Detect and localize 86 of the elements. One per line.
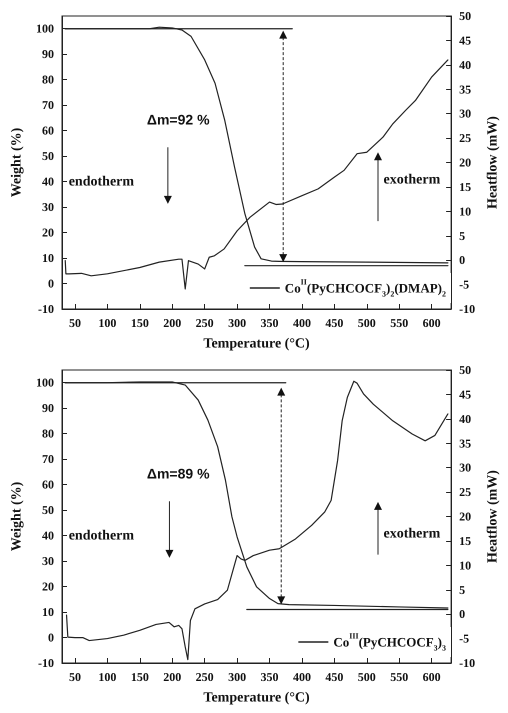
y-tick-label: 60: [42, 478, 54, 492]
x-axis-title: Temperature (°C): [203, 690, 310, 706]
y-tick-label: 100: [36, 22, 54, 36]
y2-tick-label: 30: [459, 106, 472, 121]
y2-tick-label: 35: [459, 82, 472, 96]
y2-tick-label: 15: [459, 534, 472, 548]
x-tick-label: 250: [196, 670, 214, 684]
x-tick-label: 450: [325, 316, 344, 330]
y-tick-label: 0: [48, 276, 54, 291]
y-axis-title: Weight (%): [10, 481, 24, 552]
y2-tick-label: 40: [459, 58, 472, 72]
y2-tick-label: 45: [459, 33, 472, 48]
x-tick-label: 500: [358, 316, 376, 330]
x-tick-label: 400: [292, 670, 311, 684]
y-tick-label: 30: [42, 200, 54, 214]
x-tick-label: 600: [422, 316, 441, 330]
y2-tick-label: 0: [459, 607, 466, 622]
y2-tick-label: 25: [459, 485, 472, 500]
x-tick-label: 50: [68, 670, 81, 684]
x-tick-label: 550: [390, 670, 408, 684]
x-tick-label: 550: [390, 316, 408, 330]
y-tick-label: -10: [38, 656, 54, 670]
y-tick-label: 50: [42, 503, 54, 518]
y2-tick-label: 30: [459, 460, 472, 475]
y-tick-label: 100: [36, 376, 54, 390]
y-tick-label: 20: [42, 226, 54, 240]
x-tick-label: 350: [260, 670, 279, 684]
y2-tick-label: 50: [459, 9, 472, 23]
y-tick-label: 50: [42, 149, 54, 164]
y2-tick-label: -10: [459, 302, 476, 316]
annotation: Δm=89 %: [146, 465, 210, 482]
y-tick-label: 90: [42, 47, 54, 62]
annotation: exotherm: [384, 526, 441, 542]
y2-tick-label: 35: [459, 436, 472, 450]
x-tick-label: 500: [358, 670, 376, 684]
y2-tick-label: 5: [459, 228, 466, 243]
y-tick-label: 80: [42, 426, 54, 441]
x-tick-label: 400: [292, 316, 311, 330]
y-tick-label: 90: [42, 401, 54, 416]
y-tick-label: 60: [42, 124, 54, 138]
y-tick-label: 30: [42, 554, 54, 568]
y2-tick-label: 15: [459, 180, 472, 194]
x-tick-label: 200: [163, 670, 182, 684]
x-tick-label: 350: [260, 316, 279, 330]
y-tick-label: -10: [38, 302, 54, 316]
x-tick-label: 150: [130, 670, 149, 684]
x-tick-label: 200: [163, 316, 182, 330]
y2-tick-label: 10: [459, 558, 472, 572]
y-tick-label: 40: [42, 174, 54, 189]
y-axis-title: Weight (%): [10, 127, 24, 198]
y2-tick-label: -10: [459, 656, 476, 670]
x-tick-label: 150: [130, 316, 149, 330]
annotation: endotherm: [68, 528, 134, 544]
x-tick-label: 100: [98, 316, 116, 330]
y-tick-label: 70: [42, 452, 54, 466]
x-tick-label: 600: [422, 670, 441, 684]
y2-tick-label: 5: [459, 582, 466, 597]
y2-tick-label: 10: [459, 204, 472, 218]
x-axis-title: Temperature (°C): [203, 336, 310, 352]
x-tick-label: 50: [68, 316, 81, 330]
y2-axis-title: Heatflow (mW): [486, 116, 500, 209]
y2-tick-label: 45: [459, 387, 472, 402]
y-tick-label: 40: [42, 528, 54, 543]
y-tick-label: 10: [42, 251, 54, 266]
y2-tick-label: 50: [459, 363, 472, 377]
y2-tick-label: 25: [459, 131, 472, 146]
y-tick-label: 70: [42, 98, 54, 112]
y2-tick-label: 40: [459, 412, 472, 426]
y2-tick-label: 20: [459, 510, 472, 524]
y-tick-label: 0: [48, 630, 54, 645]
y2-tick-label: -5: [459, 632, 470, 646]
x-tick-label: 300: [228, 316, 246, 330]
y-tick-label: 20: [42, 580, 54, 594]
x-tick-label: 250: [196, 316, 214, 330]
annotation: Δm=92 %: [146, 111, 210, 128]
y-tick-label: 10: [42, 605, 54, 620]
y-tick-label: 80: [42, 72, 54, 87]
x-tick-label: 450: [325, 670, 344, 684]
y2-tick-label: -5: [459, 278, 470, 292]
y2-tick-label: 20: [459, 156, 472, 170]
annotation: exotherm: [384, 172, 441, 188]
y2-tick-label: 0: [459, 253, 466, 268]
y2-axis-title: Heatflow (mW): [486, 470, 500, 563]
x-tick-label: 300: [228, 670, 246, 684]
x-tick-label: 100: [98, 670, 116, 684]
annotation: endotherm: [68, 174, 134, 190]
